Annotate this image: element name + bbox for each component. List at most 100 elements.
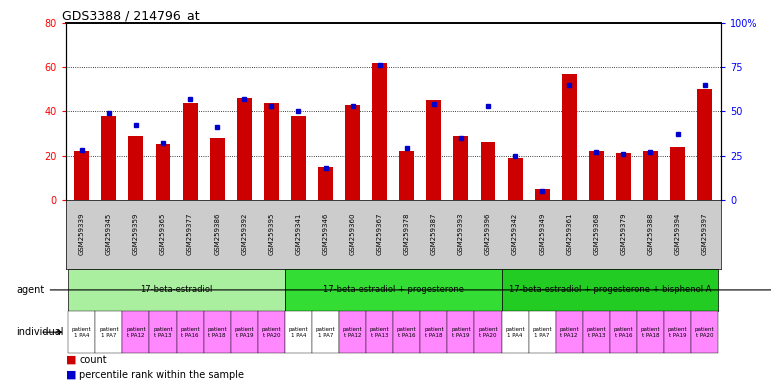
Text: patient
t PA13: patient t PA13 — [370, 327, 389, 338]
Text: GSM259388: GSM259388 — [648, 213, 654, 255]
Bar — [480, 142, 496, 200]
Text: GSM259360: GSM259360 — [349, 213, 355, 255]
Text: 17-beta-estradiol + progesterone: 17-beta-estradiol + progesterone — [323, 285, 463, 295]
Text: GSM259342: GSM259342 — [512, 213, 518, 255]
Bar — [616, 153, 631, 200]
Text: patient
1 PA4: patient 1 PA4 — [288, 327, 308, 338]
Bar — [535, 189, 550, 200]
Text: patient
1 PA7: patient 1 PA7 — [315, 327, 335, 338]
Bar — [150, 311, 177, 353]
Text: GSM259397: GSM259397 — [702, 213, 708, 255]
Bar — [670, 147, 685, 200]
Bar — [177, 311, 204, 353]
Text: GSM259387: GSM259387 — [431, 213, 437, 255]
Bar — [589, 151, 604, 200]
Text: GDS3388 / 214796_at: GDS3388 / 214796_at — [62, 9, 200, 22]
Bar — [69, 269, 285, 311]
Bar — [447, 311, 474, 353]
Bar — [258, 311, 285, 353]
Text: GSM259386: GSM259386 — [214, 213, 221, 255]
Text: GSM259339: GSM259339 — [79, 213, 85, 255]
Bar — [501, 269, 718, 311]
Text: patient
t PA18: patient t PA18 — [207, 327, 227, 338]
Text: patient
t PA13: patient t PA13 — [587, 327, 606, 338]
Text: GSM259361: GSM259361 — [566, 213, 572, 255]
Bar — [562, 74, 577, 200]
Bar — [501, 311, 529, 353]
Bar — [291, 116, 306, 200]
Bar — [123, 311, 150, 353]
Bar — [637, 311, 664, 353]
Text: GSM259349: GSM259349 — [539, 213, 545, 255]
Bar — [318, 167, 333, 200]
Bar — [393, 311, 420, 353]
Bar — [264, 103, 279, 200]
Text: patient
t PA20: patient t PA20 — [478, 327, 498, 338]
Text: agent: agent — [16, 285, 771, 295]
Text: patient
t PA16: patient t PA16 — [397, 327, 416, 338]
Text: patient
1 PA7: patient 1 PA7 — [532, 327, 552, 338]
Bar — [204, 311, 231, 353]
Bar — [285, 269, 501, 311]
Bar — [529, 311, 556, 353]
Text: GSM259378: GSM259378 — [404, 213, 409, 255]
Bar — [366, 311, 393, 353]
Bar — [74, 151, 89, 200]
Text: count: count — [79, 355, 107, 365]
Text: patient
t PA18: patient t PA18 — [424, 327, 443, 338]
Text: GSM259341: GSM259341 — [295, 213, 301, 255]
Text: patient
t PA16: patient t PA16 — [614, 327, 633, 338]
Bar — [556, 311, 583, 353]
Bar — [420, 311, 447, 353]
Bar — [453, 136, 468, 200]
Text: GSM259396: GSM259396 — [485, 213, 491, 255]
Bar — [474, 311, 501, 353]
Text: 17-beta-estradiol: 17-beta-estradiol — [140, 285, 213, 295]
Text: patient
1 PA4: patient 1 PA4 — [72, 327, 92, 338]
Text: individual: individual — [16, 327, 64, 337]
Text: GSM259394: GSM259394 — [675, 213, 681, 255]
Bar — [231, 311, 258, 353]
Bar — [610, 311, 637, 353]
Text: patient
t PA18: patient t PA18 — [641, 327, 660, 338]
Text: GSM259392: GSM259392 — [241, 213, 247, 255]
Text: GSM259377: GSM259377 — [187, 213, 193, 255]
Text: GSM259345: GSM259345 — [106, 213, 112, 255]
Bar — [96, 311, 123, 353]
Bar — [643, 151, 658, 200]
Bar — [129, 136, 143, 200]
Bar — [399, 151, 414, 200]
Text: GSM259379: GSM259379 — [621, 213, 626, 255]
Text: patient
1 PA7: patient 1 PA7 — [99, 327, 119, 338]
Text: patient
t PA16: patient t PA16 — [180, 327, 200, 338]
Bar — [372, 63, 387, 200]
Bar — [285, 311, 312, 353]
Text: GSM259393: GSM259393 — [458, 213, 464, 255]
Bar — [312, 311, 339, 353]
Text: patient
t PA19: patient t PA19 — [451, 327, 471, 338]
Text: patient
1 PA4: patient 1 PA4 — [505, 327, 525, 338]
Bar — [691, 311, 718, 353]
Text: GSM259367: GSM259367 — [377, 213, 382, 255]
Bar — [664, 311, 691, 353]
Bar — [339, 311, 366, 353]
Text: 17-beta-estradiol + progesterone + bisphenol A: 17-beta-estradiol + progesterone + bisph… — [509, 285, 711, 295]
Text: GSM259346: GSM259346 — [322, 213, 328, 255]
Text: GSM259368: GSM259368 — [594, 213, 599, 255]
Text: patient
t PA13: patient t PA13 — [153, 327, 173, 338]
Bar — [210, 138, 224, 200]
Bar — [507, 158, 523, 200]
Text: ■: ■ — [66, 355, 76, 365]
Bar — [345, 105, 360, 200]
Bar — [102, 116, 116, 200]
Bar — [237, 98, 251, 200]
Bar — [583, 311, 610, 353]
Text: patient
t PA12: patient t PA12 — [343, 327, 362, 338]
Text: patient
t PA12: patient t PA12 — [126, 327, 146, 338]
Bar — [183, 103, 197, 200]
Text: GSM259395: GSM259395 — [268, 213, 274, 255]
Text: GSM259359: GSM259359 — [133, 213, 139, 255]
Text: GSM259365: GSM259365 — [160, 213, 166, 255]
Bar — [69, 311, 96, 353]
Text: patient
t PA19: patient t PA19 — [234, 327, 254, 338]
